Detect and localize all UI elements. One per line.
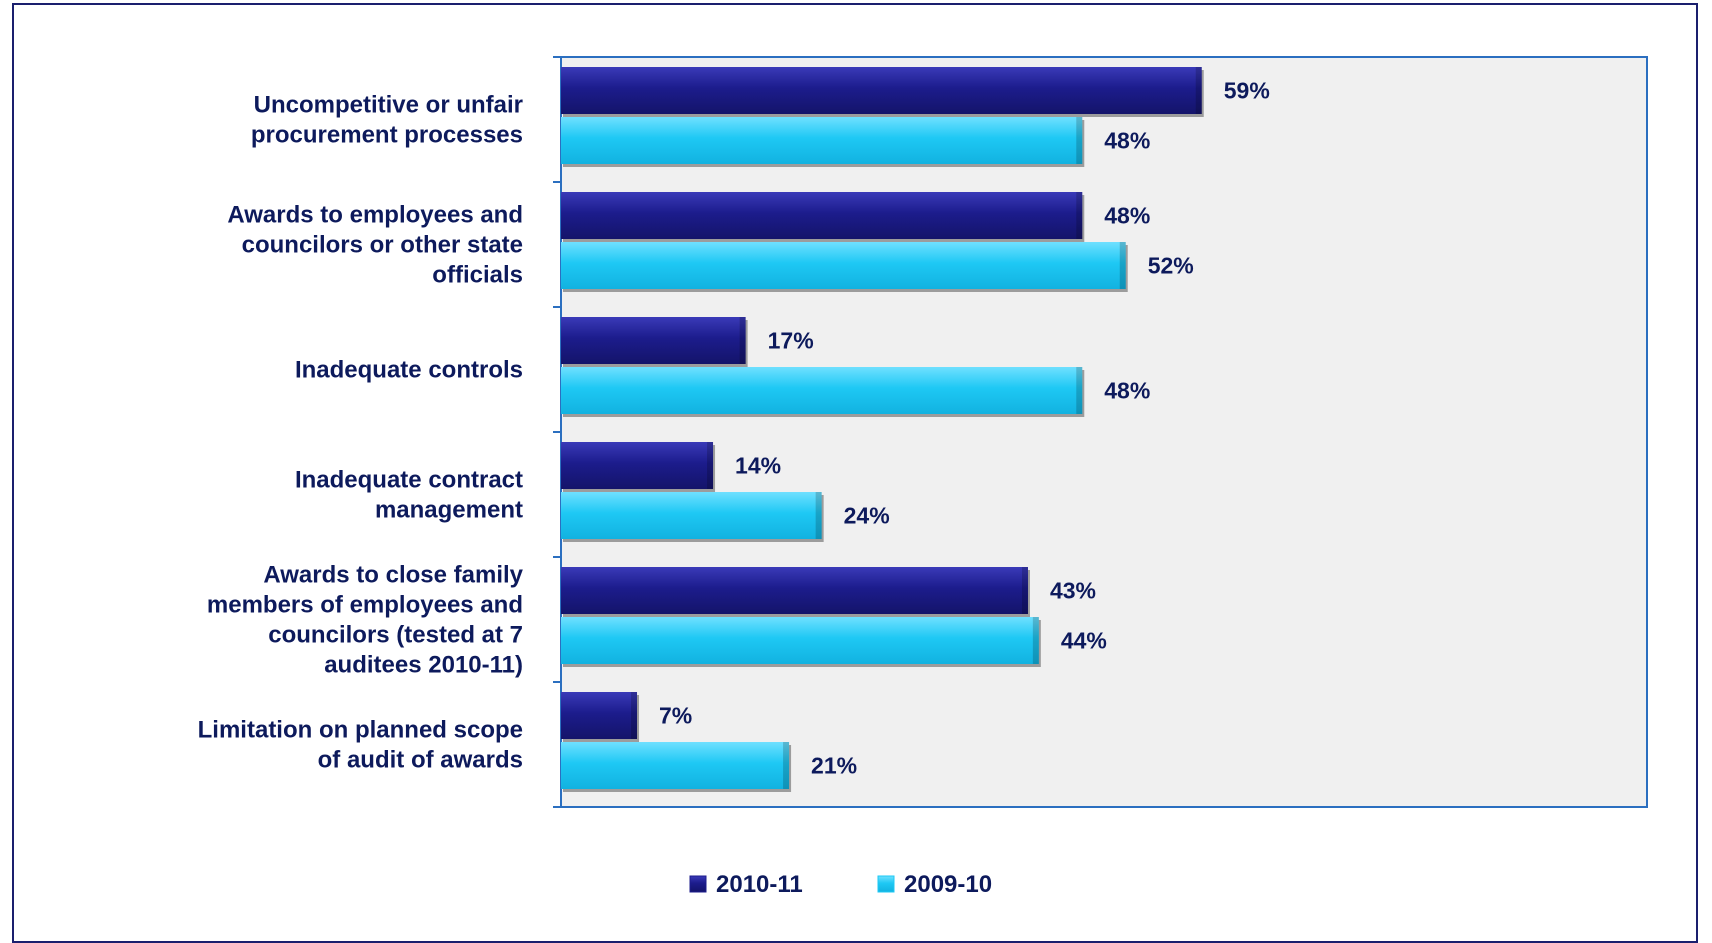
bar bbox=[561, 67, 1202, 114]
value-label: 52% bbox=[1148, 253, 1194, 279]
bar bbox=[561, 492, 822, 539]
bar-chart: 59% 48% Uncompetitive or unfair procurement… bbox=[198, 56, 1648, 898]
bar-edge bbox=[1119, 242, 1126, 289]
bar-2010-11-3 bbox=[561, 442, 716, 492]
bar-edge bbox=[1076, 367, 1083, 414]
category-label: councilors or other state bbox=[242, 232, 523, 259]
category-label: officials bbox=[432, 262, 523, 289]
bar bbox=[561, 442, 714, 489]
category-label: councilors (tested at 7 bbox=[268, 622, 523, 649]
bar bbox=[561, 117, 1083, 164]
bar bbox=[561, 692, 638, 739]
bar-edge bbox=[707, 442, 714, 489]
category-label: of audit of awards bbox=[318, 747, 523, 774]
value-label: 43% bbox=[1050, 578, 1096, 604]
bar bbox=[561, 617, 1039, 664]
bar-2010-11-4 bbox=[561, 567, 1030, 617]
bar-edge bbox=[1021, 567, 1028, 614]
category-label: Inadequate contract bbox=[295, 467, 523, 494]
bar bbox=[561, 567, 1028, 614]
bar bbox=[561, 317, 746, 364]
value-label: 21% bbox=[811, 753, 857, 779]
value-label: 7% bbox=[659, 703, 692, 729]
plot-area bbox=[560, 56, 1648, 808]
bar bbox=[561, 192, 1083, 239]
bar-2009-10-3 bbox=[561, 492, 824, 542]
bar-2010-11-5 bbox=[561, 692, 640, 742]
value-label: 48% bbox=[1104, 203, 1150, 229]
bar-2009-10-1 bbox=[561, 242, 1128, 292]
bar-edge bbox=[783, 742, 790, 789]
value-label: 48% bbox=[1104, 128, 1150, 154]
category-label: Limitation on planned scope bbox=[198, 717, 523, 744]
bar-2009-10-0 bbox=[561, 117, 1085, 167]
category-label: members of employees and bbox=[207, 592, 523, 619]
bar bbox=[561, 742, 790, 789]
value-label: 24% bbox=[844, 503, 890, 529]
category-label: Awards to close family bbox=[263, 562, 523, 589]
bar-2009-10-2 bbox=[561, 367, 1085, 417]
bar-edge bbox=[1032, 617, 1039, 664]
category-label: management bbox=[375, 497, 523, 524]
category-label: Awards to employees and bbox=[227, 202, 523, 229]
bar-2009-10-5 bbox=[561, 742, 792, 792]
value-label: 17% bbox=[768, 328, 814, 354]
bar-edge bbox=[815, 492, 822, 539]
bar-edge bbox=[739, 317, 746, 364]
category-label: auditees 2010-11) bbox=[324, 652, 523, 679]
value-label: 44% bbox=[1061, 628, 1107, 654]
bar bbox=[561, 242, 1126, 289]
category-label: Inadequate controls bbox=[295, 357, 523, 384]
value-label: 14% bbox=[735, 453, 781, 479]
legend-label-2010-11: 2010-11 bbox=[716, 871, 803, 898]
category-label: Uncompetitive or unfair bbox=[254, 92, 523, 119]
bar-2010-11-0 bbox=[561, 67, 1204, 117]
bar-2010-11-2 bbox=[561, 317, 748, 367]
bar-edge bbox=[1076, 117, 1083, 164]
bar-2010-11-1 bbox=[561, 192, 1085, 242]
bar-edge bbox=[1076, 192, 1083, 239]
bar-edge bbox=[631, 692, 638, 739]
bar bbox=[561, 367, 1083, 414]
legend-swatch-2009-10 bbox=[877, 875, 895, 893]
bar-2009-10-4 bbox=[561, 617, 1041, 667]
category-label: procurement processes bbox=[251, 122, 523, 149]
legend-swatch-2010-11 bbox=[689, 875, 707, 893]
value-label: 59% bbox=[1224, 78, 1270, 104]
value-label: 48% bbox=[1104, 378, 1150, 404]
bar-edge bbox=[1195, 67, 1202, 114]
legend-label-2009-10: 2009-10 bbox=[904, 871, 992, 898]
